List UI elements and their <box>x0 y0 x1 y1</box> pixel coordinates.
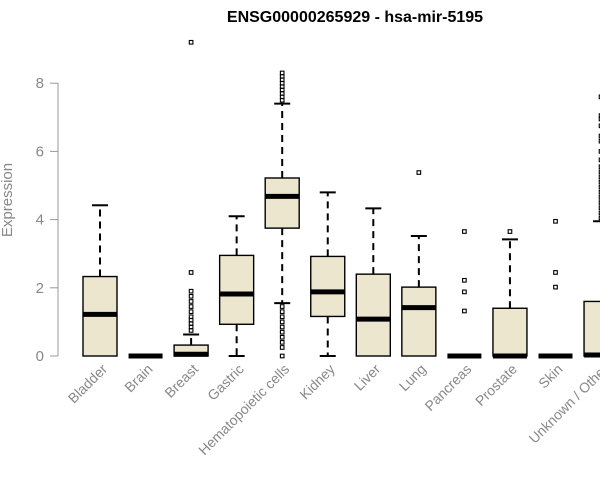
chart-title: ENSG00000265929 - hsa-mir-5195 <box>227 9 483 26</box>
outlier-point <box>598 164 600 170</box>
outlier-point <box>553 270 558 275</box>
outlier-point <box>188 309 194 315</box>
outlier-point <box>598 184 600 190</box>
outlier-point <box>188 299 194 304</box>
outlier-point <box>462 308 467 314</box>
box-iqr <box>264 177 300 229</box>
outlier-point <box>598 189 600 195</box>
category-label: Kidney <box>296 361 338 403</box>
category-label: Brain <box>121 361 155 395</box>
outlier-point <box>598 116 600 122</box>
y-tick-label: 2 <box>36 280 44 297</box>
outlier-point <box>598 149 600 154</box>
outlier-point <box>598 195 600 200</box>
outlier-point <box>279 324 285 330</box>
outlier-point <box>507 229 513 234</box>
outlier-point <box>188 270 194 275</box>
outlier-point <box>598 174 600 180</box>
box-hematopoietic-cells <box>264 70 300 359</box>
outlier-point <box>279 334 285 340</box>
outlier-point <box>598 169 600 175</box>
box-iqr <box>310 255 346 318</box>
outlier-point <box>598 113 600 118</box>
outlier-point <box>598 210 600 216</box>
category-label: Bladder <box>65 361 111 407</box>
outlier-point <box>598 179 600 185</box>
outlier-point <box>279 309 285 315</box>
y-tick-label: 0 <box>36 348 44 365</box>
box-iqr <box>355 273 391 357</box>
y-tick-label: 6 <box>36 143 44 160</box>
outlier-point <box>188 314 194 320</box>
category-label: Liver <box>351 361 384 394</box>
box-gastric <box>218 215 255 357</box>
outlier-point <box>279 70 285 76</box>
y-tick-label: 4 <box>36 212 44 229</box>
box-breast <box>173 39 209 357</box>
category-label: Lung <box>396 361 429 394</box>
outlier-point <box>598 205 600 211</box>
outlier-point <box>188 288 194 294</box>
category-label: Prostate <box>472 361 520 409</box>
outlier-point <box>462 289 467 295</box>
category-label: Breast <box>161 361 201 401</box>
category-label: Hematopoietic cells <box>195 361 292 458</box>
outlier-point <box>598 94 600 100</box>
box-prostate <box>492 229 528 359</box>
outlier-point <box>553 284 558 290</box>
boxes <box>82 39 600 359</box>
outlier-point <box>279 329 285 335</box>
outlier-point <box>462 229 467 234</box>
outlier-point <box>188 304 194 309</box>
box-iqr <box>218 254 255 325</box>
box-unknown-other <box>583 94 600 358</box>
box-iqr <box>492 307 528 357</box>
box-kidney <box>310 191 346 357</box>
outlier-point <box>598 138 600 144</box>
box-pancreas <box>447 229 482 359</box>
category-label: Pancreas <box>421 361 474 414</box>
outlier-point <box>553 218 558 224</box>
outlier-point <box>188 39 194 45</box>
outlier-point <box>598 157 600 163</box>
outlier-point <box>279 345 285 350</box>
box-bladder <box>82 204 118 357</box>
outlier-point <box>462 277 467 283</box>
outlier-point <box>188 293 194 299</box>
outlier-point <box>279 304 285 309</box>
y-axis-label: Expression <box>0 163 16 237</box>
outlier-point <box>416 170 422 175</box>
outlier-point <box>598 200 600 205</box>
category-label: Gastric <box>204 361 247 404</box>
y-tick-label: 8 <box>36 75 44 92</box>
outlier-point <box>279 353 285 359</box>
box-skin <box>538 218 573 359</box>
box-iqr <box>401 286 437 357</box>
box-iqr <box>583 300 600 357</box>
outlier-point <box>598 123 600 129</box>
outlier-point <box>279 314 285 320</box>
outlier-point <box>598 215 600 221</box>
outlier-point <box>279 319 285 325</box>
y-ticks: 0 2 4 6 8 <box>36 75 58 365</box>
box-lung <box>401 170 437 357</box>
category-label: Skin <box>535 361 566 392</box>
outlier-point <box>279 340 285 345</box>
outlier-point <box>598 133 600 139</box>
box-liver <box>355 207 391 357</box>
